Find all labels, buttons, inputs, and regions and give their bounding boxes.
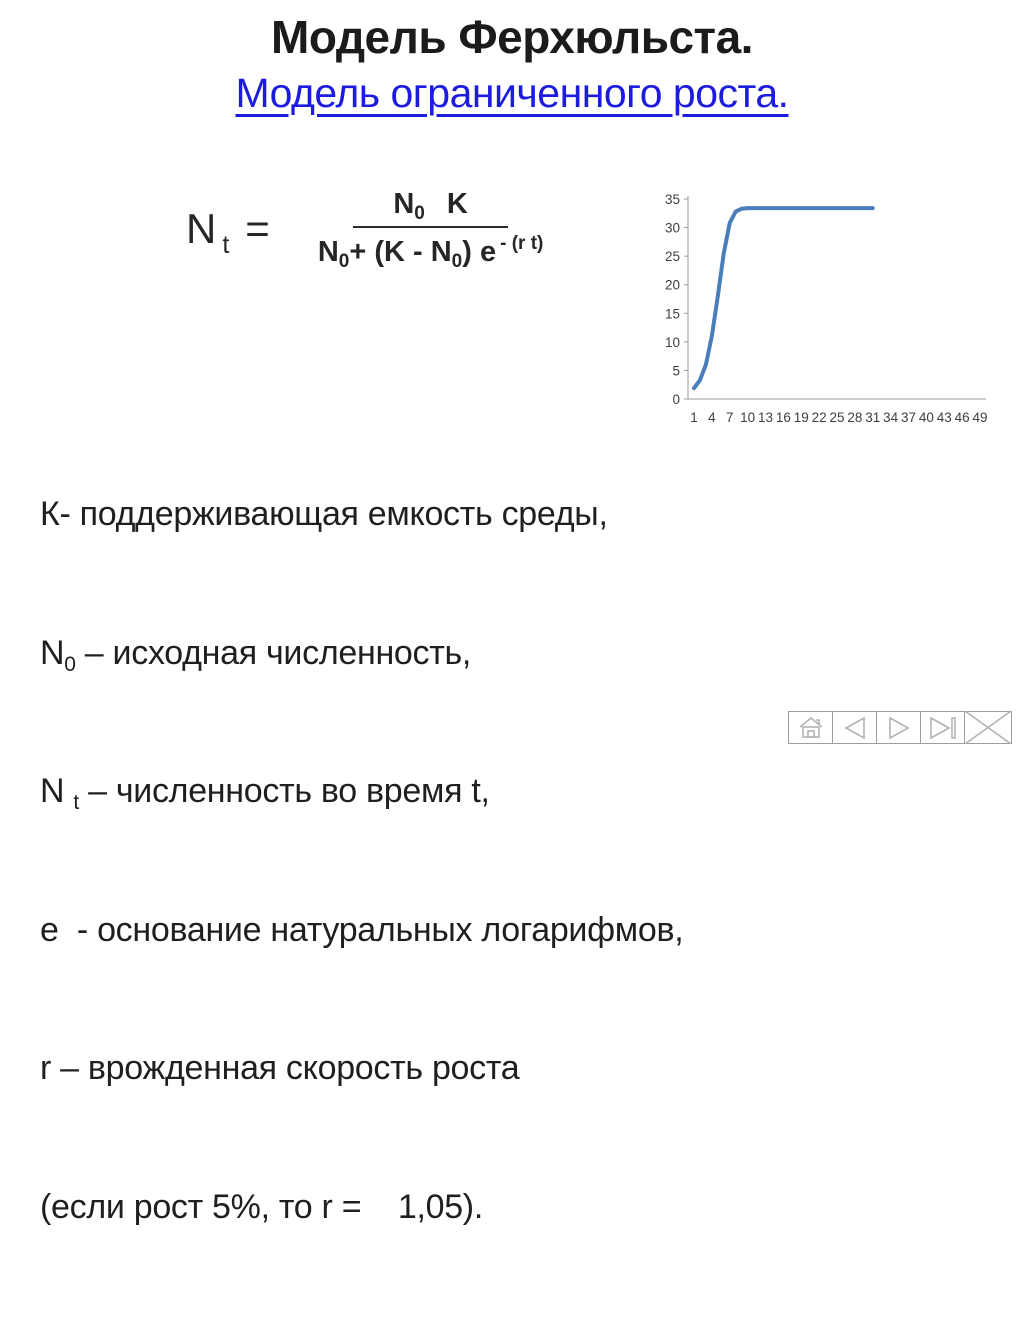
slide-title: Модель Ферхюльста. — [271, 11, 753, 63]
svg-text:10: 10 — [665, 335, 680, 350]
svg-text:34: 34 — [883, 410, 899, 425]
fraction-bar — [353, 226, 509, 228]
nav-home-button[interactable] — [788, 711, 833, 744]
svg-text:46: 46 — [955, 410, 970, 425]
svg-text:10: 10 — [740, 410, 755, 425]
formula-fraction: N0 K N0+ (K - N0) e- (r t) — [317, 188, 544, 272]
svg-text:0: 0 — [672, 392, 680, 407]
nav-next-button[interactable] — [876, 711, 921, 744]
svg-text:4: 4 — [708, 410, 716, 425]
denominator-e: ) e — [462, 236, 497, 268]
svg-text:1: 1 — [690, 410, 698, 425]
denominator-n-sub: 0 — [338, 251, 350, 272]
svg-text:30: 30 — [665, 221, 680, 236]
svg-text:25: 25 — [665, 249, 680, 264]
numerator-n-sub: 0 — [414, 203, 425, 224]
fraction-denominator: N0+ (K - N0) e- (r t) — [317, 228, 544, 272]
definition-nt: N t – численность во время t, — [40, 772, 490, 814]
subtitle-hyperlink[interactable]: Модель ограниченного роста. — [235, 70, 789, 116]
svg-text:13: 13 — [758, 410, 773, 425]
svg-text:37: 37 — [901, 410, 916, 425]
svg-text:22: 22 — [812, 410, 827, 425]
svg-text:5: 5 — [672, 363, 680, 378]
formula-n-sub: t — [222, 230, 230, 259]
denominator-exponent: - (r t) — [500, 233, 544, 254]
definition-r-example: (если рост 5%, то r = 1,05). — [40, 1187, 483, 1226]
slide-subtitle: Модель ограниченного роста. — [0, 70, 1024, 117]
svg-text:19: 19 — [794, 410, 809, 425]
fraction-numerator: N0 K — [318, 188, 544, 226]
svg-text:40: 40 — [919, 410, 934, 425]
svg-text:31: 31 — [865, 410, 880, 425]
definition-k: К- поддерживающая емкость среды, — [40, 495, 608, 533]
presentation-slide: Модель Ферхюльста. Модель ограниченного … — [0, 11, 1024, 1226]
logistic-growth-chart: 0 5 10 15 20 25 30 35 1 4 7 10 13 16 19 22 25 28 31 34 37 40 4… — [650, 184, 1010, 434]
svg-text:15: 15 — [665, 306, 680, 321]
svg-text:16: 16 — [776, 410, 791, 425]
definition-e: е - основание натуральных логарифмов, — [40, 910, 684, 949]
svg-text:20: 20 — [665, 278, 680, 293]
nav-close-button[interactable] — [964, 711, 1012, 744]
formula-equals: = — [245, 204, 270, 252]
close-x-icon — [965, 711, 1011, 744]
numerator-k: K — [446, 188, 468, 220]
svg-text:7: 7 — [726, 410, 734, 425]
svg-text:25: 25 — [829, 410, 844, 425]
denominator-n: N — [317, 236, 339, 268]
definition-n0: N0 – исходная численность, — [40, 633, 472, 676]
svg-text:43: 43 — [937, 410, 952, 425]
next-slide-icon — [888, 716, 910, 739]
svg-text:35: 35 — [665, 192, 680, 207]
denominator-mid: + (K - N — [349, 236, 452, 268]
home-icon — [798, 716, 823, 738]
nav-last-button[interactable] — [920, 711, 965, 744]
svg-text:28: 28 — [847, 410, 862, 425]
svg-text:49: 49 — [973, 410, 988, 425]
nav-previous-button[interactable] — [832, 711, 877, 744]
denominator-n2-sub: 0 — [451, 251, 463, 272]
last-slide-icon — [929, 716, 956, 739]
numerator-n: N — [393, 188, 415, 220]
definition-r: r – врожденная скорость роста — [40, 1049, 520, 1087]
previous-slide-icon — [843, 716, 865, 739]
formula-n: N — [186, 204, 217, 252]
slide-nav-bar — [788, 711, 1012, 744]
variable-definitions: К- поддерживающая емкость среды, N0 – ис… — [40, 403, 684, 1323]
